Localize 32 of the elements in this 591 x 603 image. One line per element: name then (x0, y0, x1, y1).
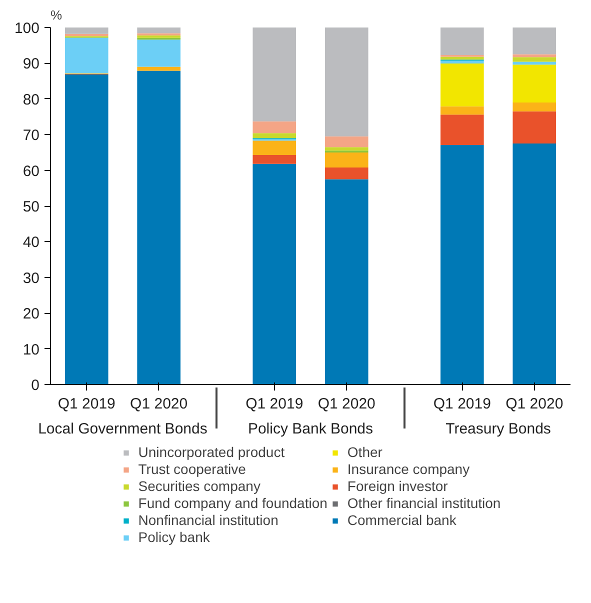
legend-label: Trust cooperative (138, 461, 246, 477)
x-tick-label: Q1 2020 (506, 396, 564, 412)
y-tick-label: 0 (31, 377, 40, 394)
y-tick-label: 100 (14, 20, 40, 37)
x-tick-label: Q1 2020 (318, 396, 376, 412)
y-tick-label: 80 (22, 91, 40, 108)
y-tick-label: 40 (22, 234, 40, 252)
legend-label: Unincorporated product (138, 444, 285, 460)
y-tick-label: 90 (22, 56, 40, 73)
y-tick-label: 60 (22, 162, 40, 180)
legend-label: Other financial institution (347, 495, 501, 511)
y-tick-label: 30 (22, 270, 40, 287)
legend-label: Securities company (138, 478, 260, 494)
legend-label: Commercial bank (347, 512, 456, 528)
y-tick-label: 10 (22, 341, 40, 358)
legend-label: Foreign investor (347, 478, 448, 494)
legend-label: Fund company and foundation (138, 495, 328, 511)
y-tick-label: 50 (22, 198, 40, 216)
x-tick-label: Q1 2019 (246, 396, 304, 412)
x-tick-label: Q1 2019 (58, 396, 116, 412)
text: Local Government Bonds (38, 420, 208, 438)
text: Treasury Bonds (446, 420, 551, 438)
legend-label: Policy bank (138, 529, 210, 545)
legend-label: Insurance company (347, 461, 470, 477)
legend-label: Other (347, 444, 382, 460)
y-tick-label: 70 (22, 127, 40, 144)
x-tick-label: Q1 2020 (130, 396, 188, 412)
x-tick-label: Q1 2019 (433, 396, 491, 412)
text: Policy Bank Bonds (248, 420, 374, 438)
y-axis-title: % (50, 8, 62, 22)
legend-label: Nonfinancial institution (138, 512, 278, 528)
y-tick-label: 20 (22, 306, 40, 323)
